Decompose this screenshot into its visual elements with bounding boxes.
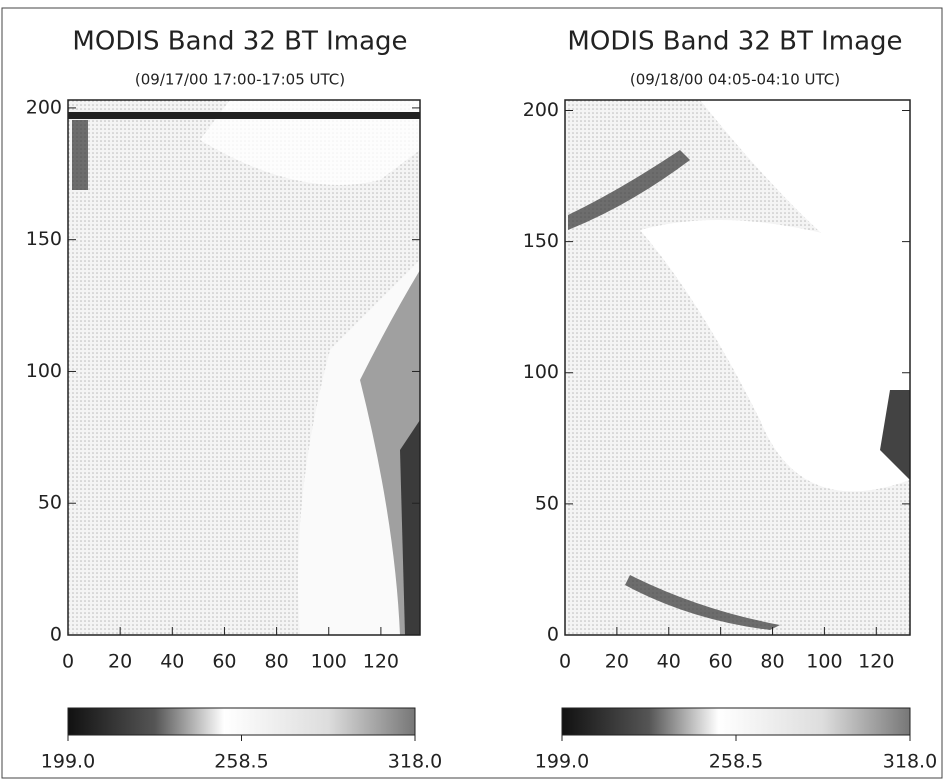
chart: MODIS Band 32 BT Image (09/17/00 17:00-17…	[0, 0, 947, 783]
x-tick-label: 60	[212, 651, 236, 673]
colorbar-label: 258.5	[709, 751, 763, 773]
y-tick-label: 0	[50, 624, 62, 646]
y-tick-label: 0	[547, 624, 559, 646]
chart-subtitle: (09/18/00 04:05-04:10 UTC)	[630, 71, 840, 89]
x-tick-label: 20	[108, 651, 132, 673]
y-tick-label: 50	[38, 492, 62, 514]
colorbar-label: 318.0	[388, 751, 442, 773]
x-tick-label: 100	[806, 651, 842, 673]
image-left	[68, 100, 420, 635]
chart-title: MODIS Band 32 BT Image	[567, 27, 902, 57]
image-right	[565, 100, 910, 635]
x-tick-label: 0	[62, 651, 74, 673]
x-tick-label: 80	[264, 651, 288, 673]
x-tick-label: 120	[858, 651, 894, 673]
chart-title: MODIS Band 32 BT Image	[72, 27, 407, 57]
y-tick-label: 150	[26, 228, 62, 250]
colorbar	[562, 708, 910, 735]
x-tick-label: 20	[605, 651, 629, 673]
x-tick-label: 0	[559, 651, 571, 673]
x-tick-label: 100	[311, 651, 347, 673]
colorbar-label: 258.5	[214, 751, 268, 773]
y-tick-label: 50	[535, 492, 559, 514]
colorbar	[68, 708, 415, 735]
colorbar-label: 318.0	[883, 751, 937, 773]
x-tick-label: 60	[709, 651, 733, 673]
y-tick-label: 100	[523, 361, 559, 383]
y-tick-label: 200	[26, 96, 62, 118]
colorbar-label: 199.0	[535, 751, 589, 773]
x-tick-label: 40	[160, 651, 184, 673]
x-tick-label: 40	[657, 651, 681, 673]
x-tick-label: 80	[760, 651, 784, 673]
y-tick-label: 100	[26, 360, 62, 382]
x-tick-label: 120	[363, 651, 399, 673]
y-tick-label: 150	[523, 230, 559, 252]
chart-subtitle: (09/17/00 17:00-17:05 UTC)	[135, 71, 345, 89]
y-tick-label: 200	[523, 99, 559, 121]
colorbar-label: 199.0	[41, 751, 95, 773]
